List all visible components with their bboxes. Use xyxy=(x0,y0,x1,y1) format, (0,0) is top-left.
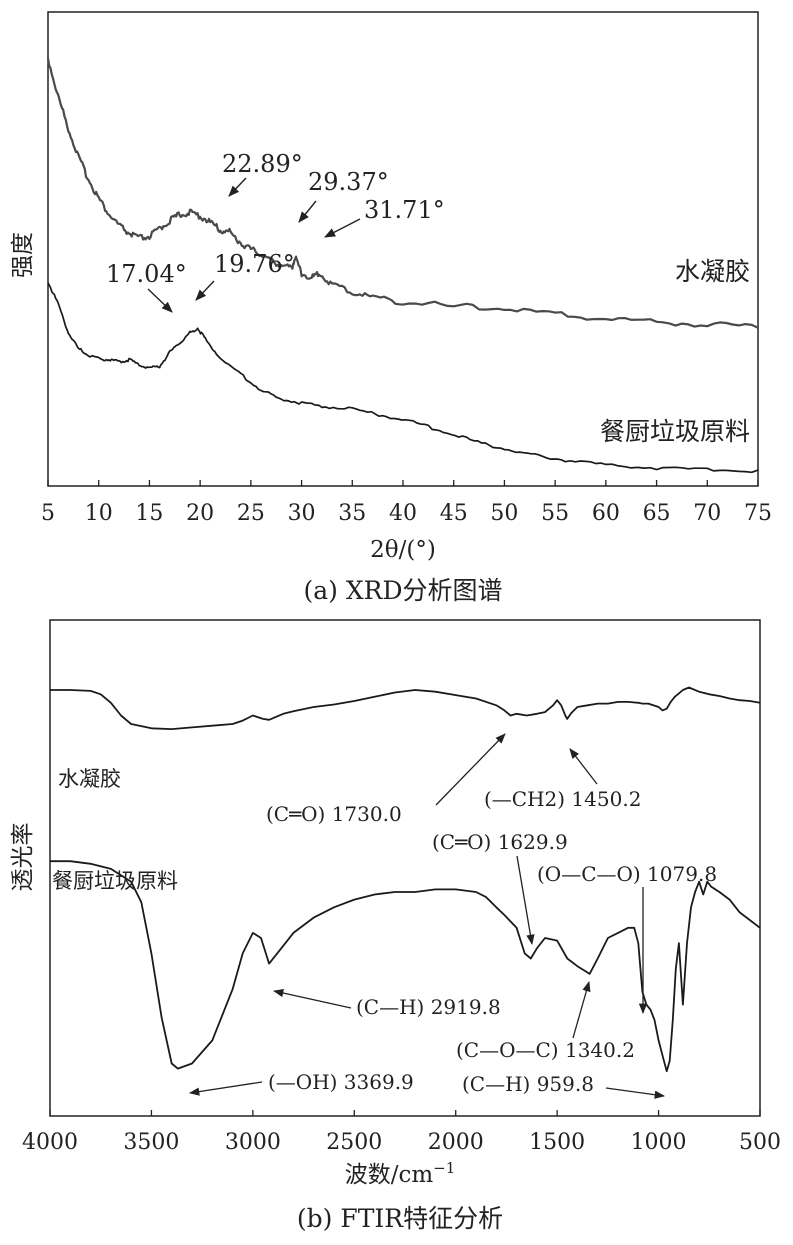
ftir-x-tick-label: 1500 xyxy=(529,1130,585,1155)
xrd-x-axis-label: 2θ/(°) xyxy=(370,537,436,563)
ftir-series xyxy=(50,686,761,1073)
ftir-annotation-arrow xyxy=(569,748,598,785)
ftir-annotation-arrow xyxy=(272,988,352,1009)
ftir-annotation-1629-9: (C═O) 1629.9 xyxy=(432,830,568,946)
xrd-annotation-19-76: 19.76° xyxy=(195,250,295,301)
xrd-annotation-label: 17.04° xyxy=(106,260,187,288)
ftir-annotation-label: (C═O) 1629.9 xyxy=(432,830,568,854)
ftir-annotation-959-8: (C—H) 959.8 xyxy=(462,1072,666,1099)
xrd-y-axis-label: 强度 xyxy=(10,232,36,278)
ftir-annotation-label: (—OH) 3369.9 xyxy=(268,1070,414,1094)
ftir-series-label-raw: 餐厨垃圾原料 xyxy=(52,869,178,893)
ftir-x-ticks: 4000 3500 3000 2500 2000 1500 1000 500 xyxy=(22,1110,781,1155)
xrd-x-ticks: 5 10 15 20 25 30 35 40 45 50 55 60 65 70 75 xyxy=(41,480,772,526)
ftir-annotation-arrow xyxy=(516,855,535,946)
ftir-caption: (b) FTIR特征分析 xyxy=(297,1204,503,1233)
ftir-y-axis-label: 透光率 xyxy=(10,823,36,892)
ftir-plot-frame xyxy=(49,619,761,1117)
ftir-annotation-1340-2: (C—O—C) 1340.2 xyxy=(456,981,635,1062)
xrd-annotation-label: 29.37° xyxy=(308,168,389,196)
xrd-annotation-29-37: 29.37° xyxy=(298,168,389,223)
ftir-x-tick-label: 4000 xyxy=(22,1130,78,1155)
ftir-annotation-label: (C—H) 2919.8 xyxy=(356,995,501,1019)
ftir-x-tick-label: 2000 xyxy=(428,1130,484,1155)
xrd-x-tick-label: 45 xyxy=(440,501,468,526)
ftir-x-axis-label: 波数/cm−1 xyxy=(345,1159,456,1188)
ftir-series-label-hydrogel: 水凝胶 xyxy=(58,767,121,791)
xrd-annotation-arrow xyxy=(147,288,173,313)
xrd-annotation-arrow xyxy=(324,218,361,238)
xrd-x-tick-label: 75 xyxy=(744,501,772,526)
ftir-x-tick-label: 3000 xyxy=(225,1130,281,1155)
ftir-annotation-arrow xyxy=(572,981,591,1039)
xrd-series-line-hydrogel xyxy=(46,58,759,329)
xrd-x-tick-label: 70 xyxy=(693,501,721,526)
ftir-annotation-label: (—CH2) 1450.2 xyxy=(484,787,641,811)
xrd-annotation-label: 31.71° xyxy=(364,196,445,224)
xrd-caption: (a) XRD分析图谱 xyxy=(303,576,502,605)
xrd-series xyxy=(46,58,759,474)
xrd-x-tick-label: 35 xyxy=(338,501,366,526)
ftir-annotation-arrow xyxy=(605,1087,666,1099)
xrd-annotation-label: 22.89° xyxy=(222,150,303,178)
ftir-annotation-1079-8: (O—C—O) 1079.8 xyxy=(537,862,717,1015)
xrd-annotation-22-89: 22.89° xyxy=(222,150,303,197)
ftir-x-tick-label: 500 xyxy=(739,1130,781,1155)
ftir-annotation-arrow xyxy=(435,733,506,806)
xrd-x-tick-label: 60 xyxy=(592,501,620,526)
ftir-x-axis-label-text: 波数/cm xyxy=(345,1162,434,1188)
xrd-annotation-arrow xyxy=(298,200,317,223)
xrd-x-tick-label: 15 xyxy=(135,501,163,526)
xrd-series-label-hydrogel: 水凝胶 xyxy=(675,257,750,286)
xrd-x-tick-label: 55 xyxy=(541,501,569,526)
ftir-series-line-hydrogel xyxy=(50,686,761,730)
ftir-annotation-arrow xyxy=(188,1081,263,1096)
xrd-annotation-arrow xyxy=(228,177,247,197)
xrd-x-tick-label: 5 xyxy=(41,501,55,526)
ftir-annotation-1730: (C═O) 1730.0 xyxy=(266,733,506,826)
xrd-annotation-label: 19.76° xyxy=(214,250,295,278)
xrd-series-label-raw: 餐厨垃圾原料 xyxy=(600,417,750,446)
xrd-x-tick-label: 10 xyxy=(85,501,113,526)
ftir-annotation-label: (C—H) 959.8 xyxy=(462,1072,594,1096)
xrd-annotation-arrow xyxy=(195,280,215,301)
xrd-x-tick-label: 50 xyxy=(490,501,518,526)
xrd-plot-frame xyxy=(47,11,759,487)
ftir-annotation-label: (O—C—O) 1079.8 xyxy=(537,862,717,886)
ftir-annotation-1450: (—CH2) 1450.2 xyxy=(484,748,641,811)
ftir-x-tick-label: 3500 xyxy=(123,1130,179,1155)
xrd-annotation-31-71: 31.71° xyxy=(324,196,445,238)
xrd-x-tick-label: 65 xyxy=(643,501,671,526)
xrd-x-tick-label: 40 xyxy=(389,501,417,526)
ftir-annotation-label: (C═O) 1730.0 xyxy=(266,802,402,826)
ftir-x-tick-label: 2500 xyxy=(326,1130,382,1155)
ftir-x-tick-label: 1000 xyxy=(631,1130,687,1155)
ftir-chart: 4000 3500 3000 2500 2000 1500 1000 500 水凝胶 餐厨垃圾… xyxy=(10,619,781,1233)
xrd-x-tick-label: 25 xyxy=(237,501,265,526)
xrd-series-line-raw xyxy=(47,282,759,474)
ftir-annotation-label: (C—O—C) 1340.2 xyxy=(456,1038,635,1062)
xrd-annotation-17-04: 17.04° xyxy=(106,260,187,313)
ftir-annotation-2919-8: (C—H) 2919.8 xyxy=(272,988,501,1019)
xrd-chart: 5 10 15 20 25 30 35 40 45 50 55 60 65 70 75 22.89° 29.… xyxy=(10,11,772,605)
xrd-x-tick-label: 30 xyxy=(288,501,316,526)
xrd-x-tick-label: 20 xyxy=(186,501,214,526)
ftir-x-axis-label-sup: −1 xyxy=(433,1159,455,1177)
ftir-series-line-raw xyxy=(50,860,761,1073)
ftir-annotation-3369-9: (—OH) 3369.9 xyxy=(188,1070,414,1096)
